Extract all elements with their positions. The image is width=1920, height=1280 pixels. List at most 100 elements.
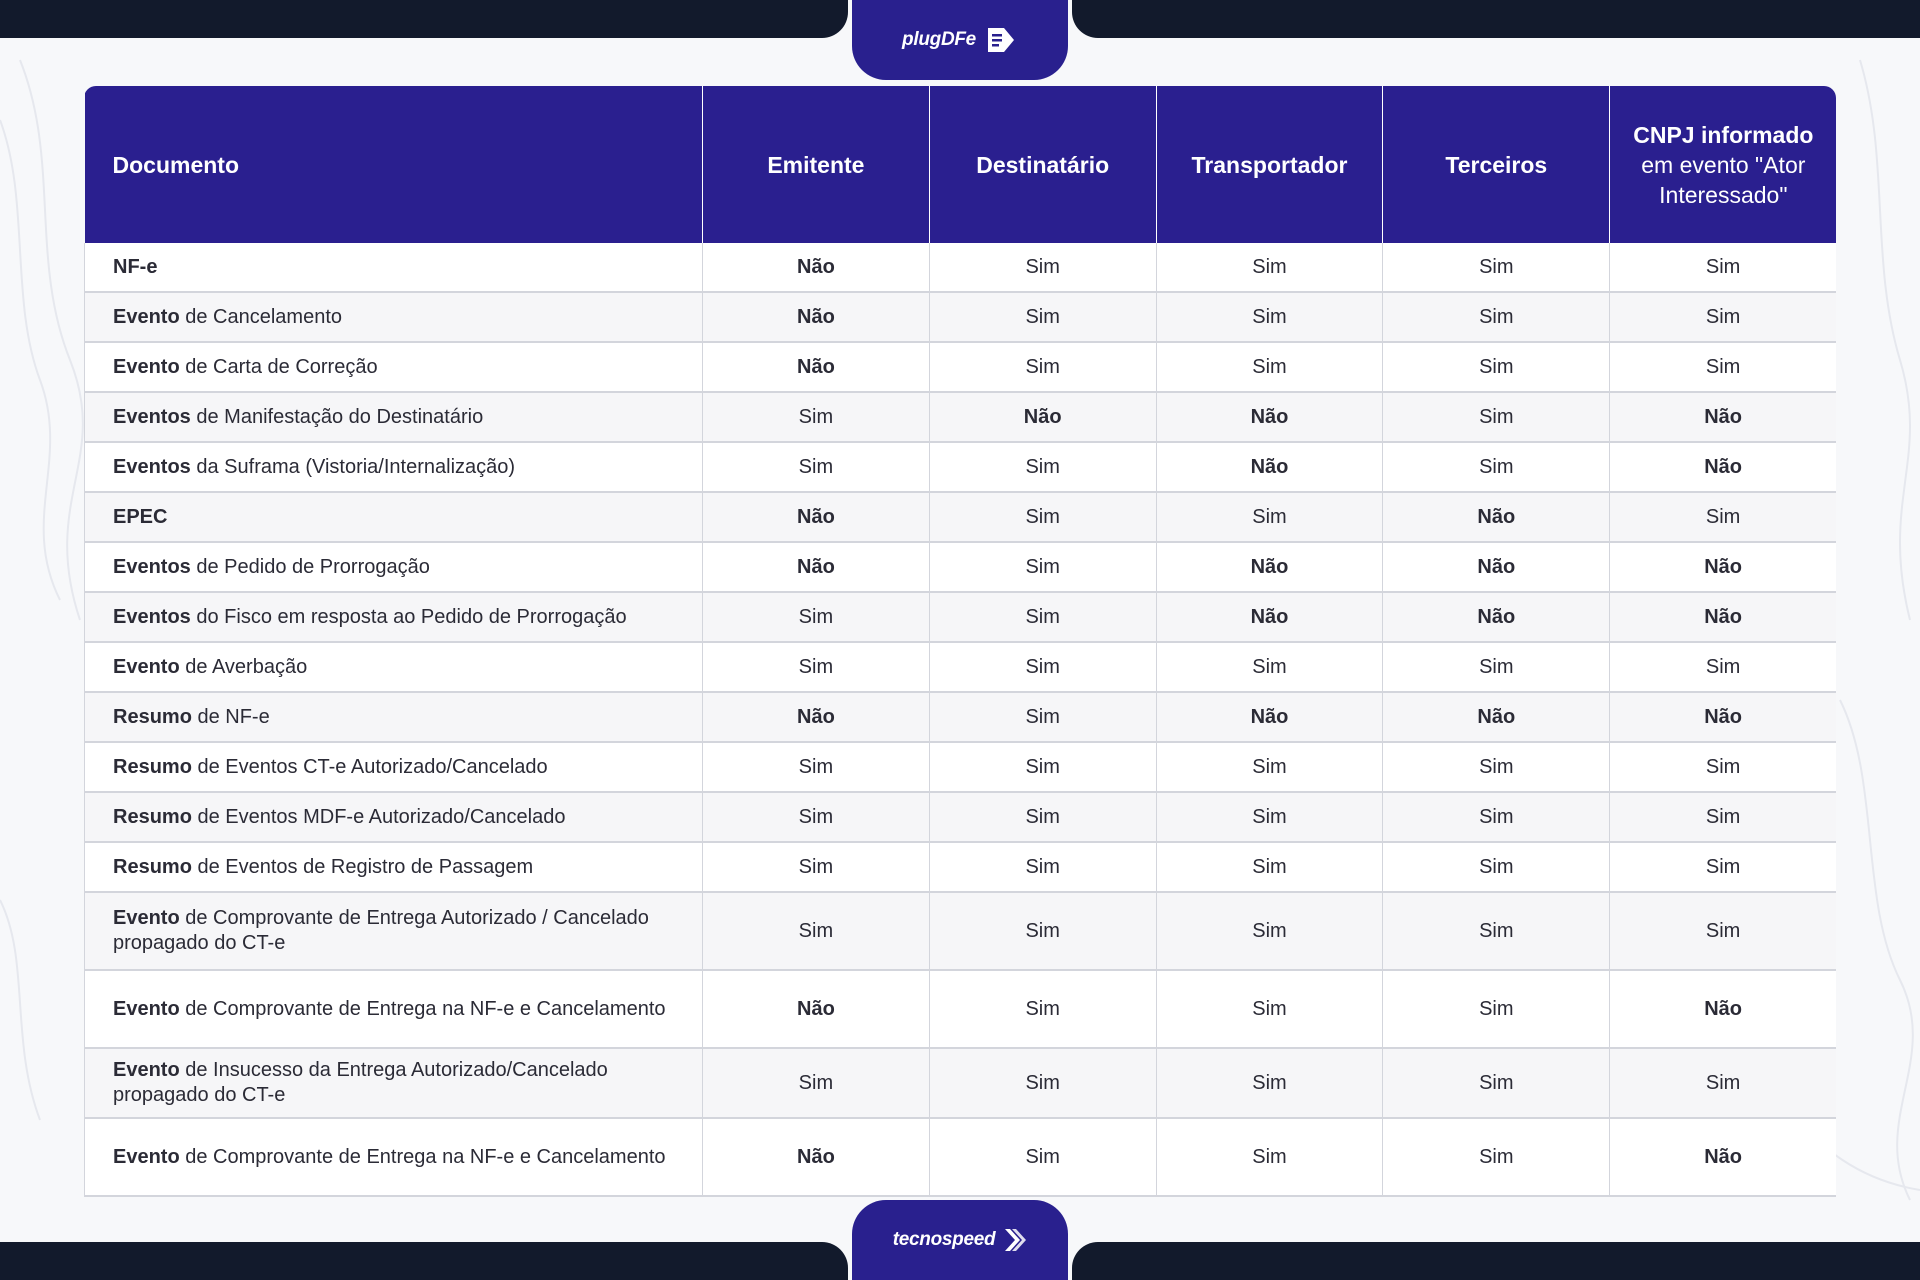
value-cell: Sim bbox=[1609, 792, 1836, 843]
value-cell: Sim bbox=[1609, 742, 1836, 793]
value-cell: Sim bbox=[929, 692, 1157, 743]
bottom-bar-left bbox=[0, 1242, 848, 1280]
comparison-table-container: Documento Emitente Destinatário Transportad… bbox=[84, 86, 1836, 1197]
value-cell: Sim bbox=[929, 1118, 1157, 1197]
header-transportador: Transportador bbox=[1156, 86, 1384, 243]
document-cell: Resumo de Eventos de Registro de Passage… bbox=[84, 842, 703, 893]
value-cell: Não bbox=[1609, 392, 1836, 443]
header-documento: Documento bbox=[84, 86, 703, 243]
document-cell: Resumo de Eventos MDF-e Autorizado/Cance… bbox=[84, 792, 703, 843]
value-cell: Sim bbox=[1609, 342, 1836, 393]
value-cell: Sim bbox=[1156, 842, 1384, 893]
header-cnpj-ator-interessado: CNPJ informado em evento "Ator Interessa… bbox=[1609, 86, 1836, 243]
table-row: Eventos da Suframa (Vistoria/Internaliza… bbox=[84, 442, 1836, 493]
value-cell: Não bbox=[1609, 970, 1836, 1049]
table-row: EPEC Não Sim Sim Não Sim bbox=[84, 492, 1836, 543]
value-cell: Sim bbox=[702, 442, 930, 493]
value-cell: Sim bbox=[1609, 642, 1836, 693]
value-cell: Sim bbox=[929, 542, 1157, 593]
value-cell: Sim bbox=[929, 642, 1157, 693]
value-cell: Não bbox=[1382, 692, 1611, 743]
table-row: Evento de Cancelamento Não Sim Sim Sim Sim bbox=[84, 292, 1836, 343]
document-comparison-table: Documento Emitente Destinatário Transportad… bbox=[84, 86, 1836, 1197]
value-cell: Sim bbox=[929, 892, 1157, 971]
value-cell: Não bbox=[1609, 692, 1836, 743]
document-cell: Eventos do Fisco em resposta ao Pedido d… bbox=[84, 592, 703, 643]
table-row: Eventos de Pedido de Prorrogação Não Sim Nã… bbox=[84, 542, 1836, 593]
value-cell: Não bbox=[1382, 542, 1611, 593]
tecnospeed-logo-text: tecnospeed bbox=[892, 1229, 996, 1250]
value-cell: Não bbox=[1156, 692, 1384, 743]
table-row: Evento de Averbação Sim Sim Sim Sim Sim bbox=[84, 642, 1836, 693]
document-cell: Resumo de Eventos CT-e Autorizado/Cancel… bbox=[84, 742, 703, 793]
value-cell: Não bbox=[1382, 492, 1611, 543]
value-cell: Sim bbox=[1382, 1048, 1611, 1119]
table-row: NF-e Não Sim Sim Sim Sim bbox=[84, 243, 1836, 293]
value-cell: Não bbox=[702, 692, 930, 743]
table-row: Resumo de Eventos MDF-e Autorizado/Cance… bbox=[84, 792, 1836, 843]
document-cell: Eventos de Manifestação do Destinatário bbox=[84, 392, 703, 443]
top-bar-left bbox=[0, 0, 848, 38]
value-cell: Sim bbox=[702, 642, 930, 693]
value-cell: Sim bbox=[929, 492, 1157, 543]
document-cell: Evento de Carta de Correção bbox=[84, 342, 703, 393]
document-cell: Evento de Averbação bbox=[84, 642, 703, 693]
value-cell: Não bbox=[702, 542, 930, 593]
header-destinatario: Destinatário bbox=[929, 86, 1157, 243]
value-cell: Sim bbox=[1382, 892, 1611, 971]
value-cell: Sim bbox=[1156, 492, 1384, 543]
table-row: Resumo de Eventos CT-e Autorizado/Cancel… bbox=[84, 742, 1836, 793]
value-cell: Sim bbox=[929, 792, 1157, 843]
value-cell: Sim bbox=[1609, 492, 1836, 543]
value-cell: Não bbox=[1156, 542, 1384, 593]
plugdfe-logo-text: plugDFe bbox=[902, 29, 976, 50]
value-cell: Não bbox=[702, 243, 930, 293]
value-cell: Sim bbox=[1382, 442, 1611, 493]
value-cell: Não bbox=[1609, 592, 1836, 643]
table-row: Resumo de NF-e Não Sim Não Não Não bbox=[84, 692, 1836, 743]
value-cell: Não bbox=[1156, 392, 1384, 443]
value-cell: Sim bbox=[1382, 842, 1611, 893]
table-row: Evento de Comprovante de Entrega na NF-e… bbox=[84, 970, 1836, 1049]
value-cell: Sim bbox=[1382, 342, 1611, 393]
value-cell: Sim bbox=[702, 1048, 930, 1119]
value-cell: Sim bbox=[1156, 1048, 1384, 1119]
value-cell: Sim bbox=[929, 842, 1157, 893]
value-cell: Sim bbox=[1156, 792, 1384, 843]
top-bar-right bbox=[1072, 0, 1920, 38]
value-cell: Sim bbox=[702, 592, 930, 643]
table-row: Evento de Carta de Correção Não Sim Sim Sim S… bbox=[84, 342, 1836, 393]
value-cell: Sim bbox=[1156, 742, 1384, 793]
document-cell: Eventos de Pedido de Prorrogação bbox=[84, 542, 703, 593]
value-cell: Sim bbox=[1156, 642, 1384, 693]
value-cell: Sim bbox=[929, 970, 1157, 1049]
value-cell: Não bbox=[1609, 1118, 1836, 1197]
value-cell: Sim bbox=[1382, 392, 1611, 443]
value-cell: Sim bbox=[1382, 792, 1611, 843]
value-cell: Sim bbox=[1609, 1048, 1836, 1119]
table-row: Resumo de Eventos de Registro de Passage… bbox=[84, 842, 1836, 893]
value-cell: Sim bbox=[1156, 892, 1384, 971]
value-cell: Sim bbox=[702, 742, 930, 793]
value-cell: Sim bbox=[929, 243, 1157, 293]
value-cell: Sim bbox=[1382, 292, 1611, 343]
value-cell: Não bbox=[702, 342, 930, 393]
value-cell: Sim bbox=[929, 742, 1157, 793]
bottom-bar-right bbox=[1072, 1242, 1920, 1280]
value-cell: Sim bbox=[1382, 243, 1611, 293]
value-cell: Sim bbox=[929, 1048, 1157, 1119]
table-row: Evento de Insucesso da Entrega Autorizad… bbox=[84, 1048, 1836, 1119]
value-cell: Sim bbox=[1382, 642, 1611, 693]
document-arrow-icon bbox=[984, 26, 1018, 54]
value-cell: Não bbox=[702, 970, 930, 1049]
document-cell: Evento de Comprovante de Entrega na NF-e… bbox=[84, 970, 703, 1049]
header-emitente: Emitente bbox=[702, 86, 930, 243]
value-cell: Sim bbox=[1609, 243, 1836, 293]
document-cell: EPEC bbox=[84, 492, 703, 543]
double-chevron-icon bbox=[1003, 1226, 1027, 1254]
value-cell: Não bbox=[929, 392, 1157, 443]
value-cell: Sim bbox=[929, 342, 1157, 393]
document-cell: Evento de Cancelamento bbox=[84, 292, 703, 343]
value-cell: Sim bbox=[1156, 243, 1384, 293]
